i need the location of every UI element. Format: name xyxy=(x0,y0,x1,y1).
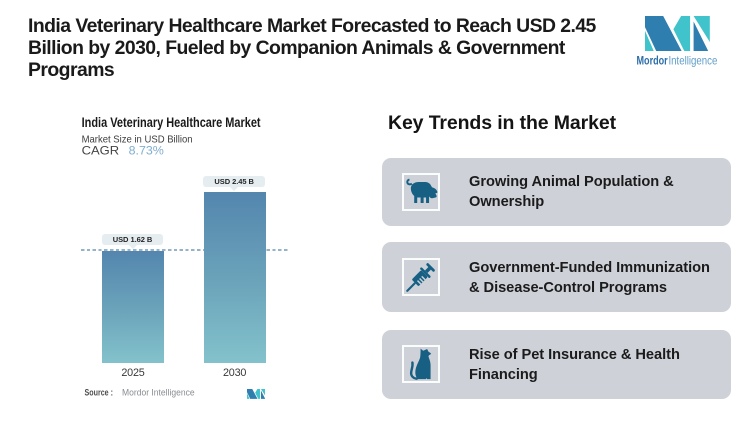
svg-text:India Veterinary Healthcare Ma: India Veterinary Healthcare Market xyxy=(82,115,261,130)
svg-text:Mordor: Mordor xyxy=(637,54,668,68)
svg-text:Intelligence: Intelligence xyxy=(669,54,718,68)
svg-text:CAGR: CAGR xyxy=(82,143,120,157)
svg-text:Source :: Source : xyxy=(85,388,114,399)
svg-text:Mordor Intelligence: Mordor Intelligence xyxy=(122,388,195,399)
svg-text:8.73%: 8.73% xyxy=(129,143,165,157)
svg-text:Market Size in USD Billion: Market Size in USD Billion xyxy=(82,134,193,145)
